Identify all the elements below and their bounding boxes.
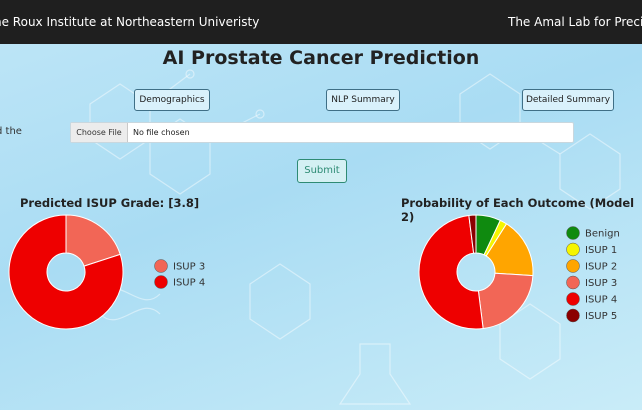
legend-marker-isup-4 (566, 292, 580, 306)
file-status-text: No file chosen (133, 128, 190, 137)
legend-label-isup-3: ISUP 3 (585, 278, 617, 289)
legend-marker-isup-3 (566, 275, 580, 290)
file-upload-input[interactable]: Choose File No file chosen (70, 122, 574, 143)
legend-label-isup-2: ISUP 2 (585, 262, 617, 273)
legend-label-isup-1: ISUP 1 (585, 245, 617, 256)
lab-name: The Amal Lab for Precision (508, 15, 642, 29)
slice-isup-5 (468, 214, 477, 254)
slice-isup-3 (65, 214, 121, 267)
slice-isup-4 (418, 214, 484, 330)
legend-label-isup-4: ISUP 4 (585, 295, 617, 306)
submit-button[interactable]: Submit (297, 159, 347, 183)
legend-label-benign: Benign (585, 229, 620, 240)
legend-marker-isup-3 (154, 259, 168, 273)
top-header-bar: he Roux Institute at Northeastern Univer… (0, 0, 642, 44)
outcome-probability-donut-chart: Benign ISUP 1 ISUP 2 ISUP 3 ISUP 4 ISUP 5 (418, 214, 620, 330)
legend-marker-benign (566, 226, 580, 240)
choose-file-button[interactable]: Choose File (71, 123, 128, 142)
slice-isup-4 (8, 214, 124, 330)
legend-label-isup-3: ISUP 3 (173, 262, 205, 273)
legend-label-isup-5: ISUP 5 (585, 311, 617, 322)
detailed-summary-button[interactable]: Detailed Summary (522, 89, 614, 111)
institute-name: he Roux Institute at Northeastern Univer… (0, 15, 260, 29)
slice-isup-3 (477, 272, 534, 330)
outcome-chart-title: Probability of Each Outcome (Model 2) (401, 196, 635, 224)
legend-marker-isup-2 (566, 259, 580, 273)
isup-grade-chart-title: Predicted ISUP Grade: [3.8] (20, 196, 200, 210)
upload-label: d the (0, 126, 22, 137)
legend-label-isup-4: ISUP 4 (173, 278, 205, 289)
nlp-summary-button[interactable]: NLP Summary (326, 89, 400, 111)
isup-grade-donut-chart: ISUP 3 ISUP 4 (8, 214, 205, 330)
legend-marker-isup-5 (566, 308, 580, 323)
demographics-button[interactable]: Demographics (134, 89, 210, 111)
legend-marker-isup-4 (154, 275, 168, 289)
legend-marker-isup-1 (566, 242, 580, 257)
page-title: AI Prostate Cancer Prediction (162, 47, 480, 69)
